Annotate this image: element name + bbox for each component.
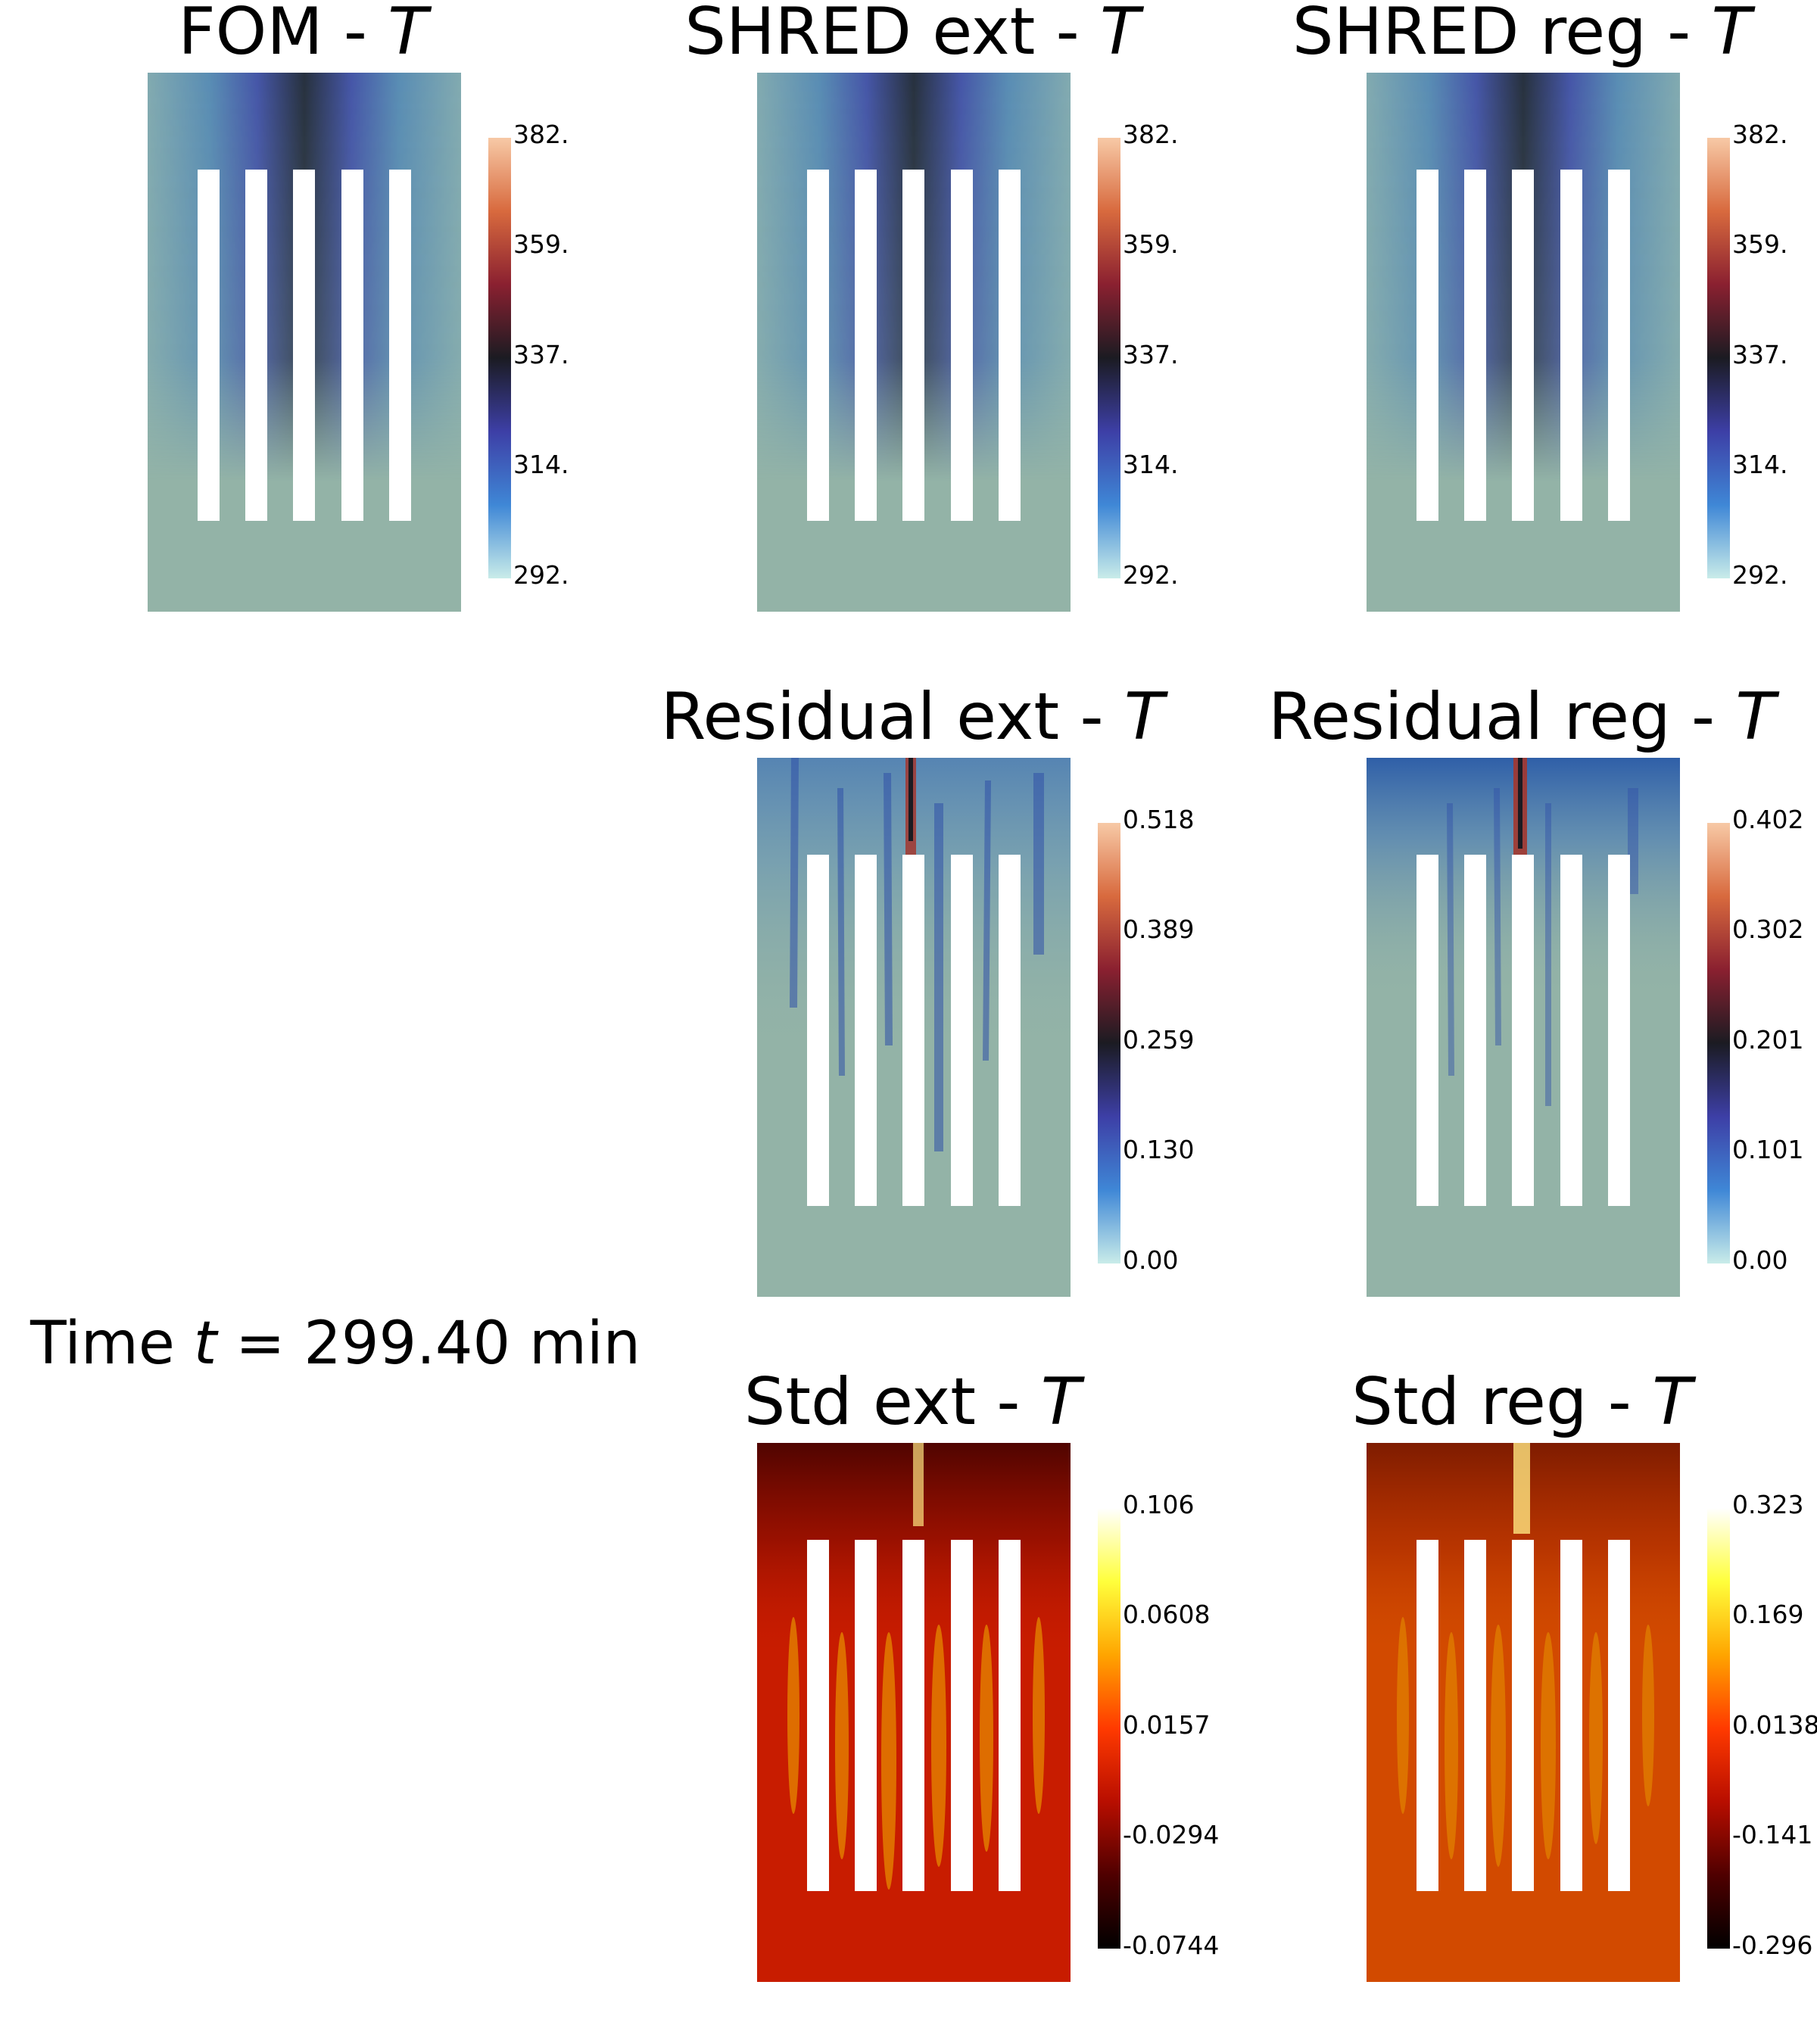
time-equals: = — [217, 1310, 304, 1378]
panel-title: Residual ext - T — [625, 679, 1200, 755]
panel-title-text: SHRED ext - — [684, 0, 1101, 70]
panel-title-variable: T — [1711, 0, 1752, 70]
std-field-plot — [1367, 1443, 1680, 1982]
time-label: Time t = 299.40 min — [30, 1310, 640, 1378]
colorbar — [1707, 823, 1730, 1263]
shred-reg-panel: SHRED reg - T — [1234, 0, 1809, 651]
colorbar-tick: 0.00 — [1123, 1245, 1179, 1275]
residual-reg-panel: Residual reg - T — [1234, 679, 1809, 1336]
panel-title: FOM - T — [15, 0, 591, 70]
colorbar-tick: 0.201 — [1732, 1025, 1804, 1055]
colorbar-tick: 382. — [1732, 120, 1788, 149]
panel-title-variable: T — [388, 0, 428, 70]
colorbar-tick: 292. — [513, 560, 569, 590]
colorbar-tick: -0.141 — [1732, 1820, 1813, 1849]
time-variable: t — [193, 1310, 217, 1378]
colorbar-tick: 0.302 — [1732, 915, 1804, 944]
colorbar-tick: 0.0157 — [1123, 1710, 1211, 1740]
panel-title: SHRED ext - T — [625, 0, 1200, 70]
colorbar — [1707, 138, 1730, 578]
panel-title-variable: T — [1100, 0, 1140, 70]
colorbar-tick: 359. — [1732, 229, 1788, 259]
colorbar — [1098, 138, 1120, 578]
panel-title: SHRED reg - T — [1234, 0, 1809, 70]
shred-ext-panel: SHRED ext - T — [625, 0, 1200, 651]
std-ext-panel: Std ext - T 0.106 — [625, 1364, 1219, 2021]
panel-title: Std reg - T — [1234, 1364, 1809, 1440]
std-field-plot — [757, 1443, 1071, 1982]
panel-title-variable: T — [1652, 1364, 1692, 1440]
colorbar-tick: 314. — [1732, 450, 1788, 479]
temperature-field-plot — [757, 73, 1071, 612]
colorbar-tick: -0.296 — [1732, 1930, 1813, 1960]
panel-title-text: FOM - — [178, 0, 388, 70]
colorbar-tick: 337. — [1732, 340, 1788, 369]
colorbar-tick: 0.101 — [1732, 1135, 1804, 1164]
colorbar — [1707, 1508, 1730, 1949]
panel-title-text: Std ext - — [743, 1364, 1041, 1440]
panel-title-variable: T — [1735, 679, 1775, 755]
colorbar-tick: 292. — [1123, 560, 1179, 590]
fom-panel: FOM - T — [15, 0, 591, 651]
std-reg-panel: Std reg - T 0.323 — [1234, 1364, 1817, 2021]
colorbar-tick: 0.389 — [1123, 915, 1195, 944]
colorbar-tick: 292. — [1732, 560, 1788, 590]
panel-title: Residual reg - T — [1234, 679, 1809, 755]
residual-field-plot — [1367, 758, 1680, 1297]
residual-field-plot — [757, 758, 1071, 1297]
colorbar — [488, 138, 511, 578]
colorbar-tick: 359. — [1123, 229, 1179, 259]
colorbar-tick: 0.259 — [1123, 1025, 1195, 1055]
time-prefix: Time — [30, 1310, 194, 1378]
colorbar-tick: 0.00 — [1732, 1245, 1788, 1275]
colorbar-tick: 314. — [1123, 450, 1179, 479]
colorbar-tick: 0.130 — [1123, 1135, 1195, 1164]
colorbar — [1098, 823, 1120, 1263]
colorbar-tick: 0.169 — [1732, 1600, 1804, 1629]
colorbar-tick: 382. — [513, 120, 569, 149]
colorbar-tick: 0.0138 — [1732, 1710, 1817, 1740]
panel-title: Std ext - T — [625, 1364, 1200, 1440]
colorbar-tick: 337. — [513, 340, 569, 369]
panel-title-text: SHRED reg - — [1292, 0, 1712, 70]
panel-title-text: Residual ext - — [660, 679, 1124, 755]
colorbar-tick: -0.0744 — [1123, 1930, 1220, 1960]
colorbar-tick: 337. — [1123, 340, 1179, 369]
panel-title-variable: T — [1040, 1364, 1081, 1440]
colorbar-tick: -0.0294 — [1123, 1820, 1220, 1849]
time-value: 299.40 — [304, 1310, 511, 1378]
colorbar-tick: 0.323 — [1732, 1490, 1804, 1519]
colorbar-tick: 314. — [513, 450, 569, 479]
colorbar — [1098, 1508, 1120, 1949]
temperature-field-plot — [148, 73, 461, 612]
panel-title-text: Std reg - — [1351, 1364, 1653, 1440]
colorbar-tick: 0.402 — [1732, 805, 1804, 834]
panel-title-text: Residual reg - — [1268, 679, 1736, 755]
time-unit: min — [510, 1310, 641, 1378]
temperature-field-plot — [1367, 73, 1680, 612]
residual-ext-panel: Residual ext - T — [625, 679, 1200, 1336]
panel-title-variable: T — [1124, 679, 1164, 755]
colorbar-tick: 0.518 — [1123, 805, 1195, 834]
colorbar-tick: 0.106 — [1123, 1490, 1195, 1519]
colorbar-tick: 382. — [1123, 120, 1179, 149]
colorbar-tick: 0.0608 — [1123, 1600, 1211, 1629]
colorbar-tick: 359. — [513, 229, 569, 259]
